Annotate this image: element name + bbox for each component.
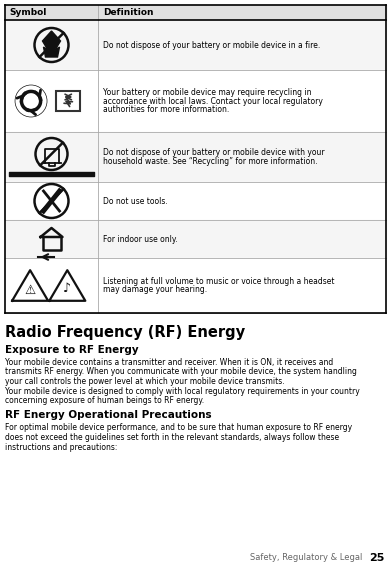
Text: 25: 25 (369, 553, 385, 563)
Text: accordance with local laws. Contact your local regulatory: accordance with local laws. Contact your… (103, 96, 323, 106)
Text: your call controls the power level at which your mobile device transmits.: your call controls the power level at wh… (5, 377, 285, 386)
Text: RF Energy Operational Precautions: RF Energy Operational Precautions (5, 411, 212, 420)
Text: For optimal mobile device performance, and to be sure that human exposure to RF : For optimal mobile device performance, a… (5, 424, 352, 432)
Text: For indoor use only.: For indoor use only. (103, 235, 178, 243)
Text: Listening at full volume to music or voice through a headset: Listening at full volume to music or voi… (103, 277, 334, 286)
Text: Do not use tools.: Do not use tools. (103, 196, 168, 206)
Text: ⚠: ⚠ (25, 284, 36, 297)
Text: Your mobile device contains a transmitter and receiver. When it is ON, it receiv: Your mobile device contains a transmitte… (5, 358, 333, 367)
Text: Definition: Definition (103, 8, 154, 17)
Text: Radio Frequency (RF) Energy: Radio Frequency (RF) Energy (5, 325, 245, 340)
Text: Safety, Regulatory & Legal: Safety, Regulatory & Legal (250, 553, 362, 562)
Text: Do not dispose of your battery or mobile device in a fire.: Do not dispose of your battery or mobile… (103, 41, 320, 50)
Polygon shape (43, 31, 61, 57)
Text: ♪: ♪ (63, 282, 71, 295)
Text: Your battery or mobile device may require recycling in: Your battery or mobile device may requir… (103, 88, 312, 97)
Text: authorities for more information.: authorities for more information. (103, 105, 229, 114)
Text: Symbol: Symbol (9, 8, 47, 17)
Text: transmits RF energy. When you communicate with your mobile device, the system ha: transmits RF energy. When you communicat… (5, 368, 357, 376)
Text: household waste. See “Recycling” for more information.: household waste. See “Recycling” for mor… (103, 157, 317, 166)
Text: concerning exposure of human beings to RF energy.: concerning exposure of human beings to R… (5, 396, 204, 405)
Text: Do not dispose of your battery or mobile device with your: Do not dispose of your battery or mobile… (103, 148, 325, 157)
Text: Exposure to RF Energy: Exposure to RF Energy (5, 345, 139, 355)
Text: Your mobile device is designed to comply with local regulatory requirements in y: Your mobile device is designed to comply… (5, 387, 360, 396)
Text: instructions and precautions:: instructions and precautions: (5, 443, 117, 452)
Bar (56, 91, 80, 111)
Text: does not exceed the guidelines set forth in the relevant standards, always follo: does not exceed the guidelines set forth… (5, 433, 339, 442)
Text: may damage your hearing.: may damage your hearing. (103, 286, 207, 294)
